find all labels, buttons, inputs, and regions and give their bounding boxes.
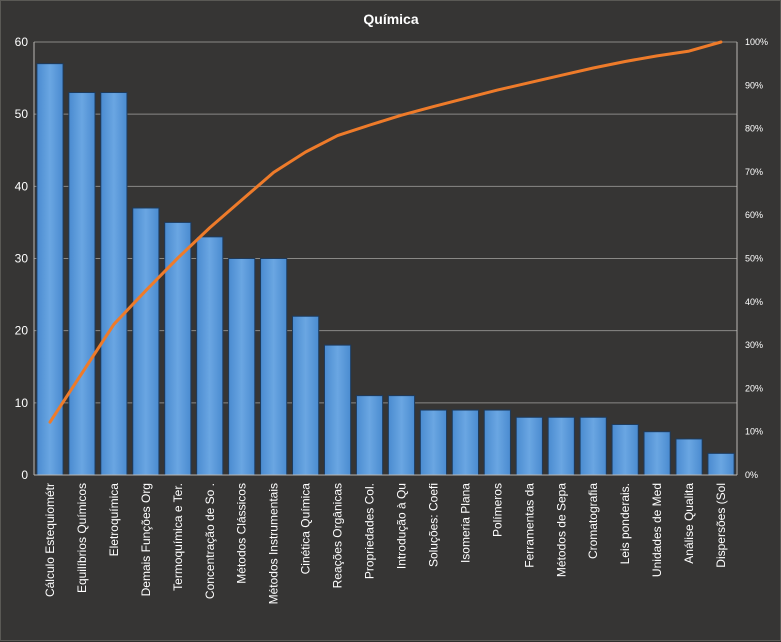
bar <box>228 258 256 476</box>
bar <box>196 236 224 476</box>
right-tick-label: 60% <box>745 210 763 220</box>
bar <box>579 416 607 476</box>
right-tick-label: 90% <box>745 80 763 90</box>
category-label: Ferramentas da <box>522 483 536 568</box>
left-tick-label: 0 <box>21 468 28 482</box>
bar <box>707 452 735 476</box>
cumulative-line-series <box>48 40 723 424</box>
bar <box>132 207 160 476</box>
category-label: Termoquímica e Ter. <box>171 483 185 591</box>
category-label: Soluções: Coefi <box>426 483 440 567</box>
category-label: Cinética Química <box>299 483 313 575</box>
right-tick-label: 30% <box>745 340 763 350</box>
category-label: Cálculo Estequiométr <box>43 483 57 597</box>
category-label: Dispersões (Sol <box>714 483 728 568</box>
bar <box>611 423 639 476</box>
right-tick-label: 40% <box>745 297 763 307</box>
bar <box>36 63 64 476</box>
right-tick-label: 20% <box>745 383 763 393</box>
left-tick-label: 60 <box>15 35 29 49</box>
left-tick-label: 10 <box>15 396 29 410</box>
bar <box>100 92 128 476</box>
right-tick-label: 0% <box>745 470 758 480</box>
category-axis-labels: Cálculo Estequiométr Equilíbrios Químicos… <box>43 483 728 605</box>
category-label: Cromatografia <box>586 483 600 559</box>
left-tick-label: 50 <box>15 107 29 121</box>
bar <box>419 409 448 476</box>
category-label: Demais Funções Org <box>139 483 153 596</box>
category-label: Propriedades Col. <box>363 483 377 579</box>
category-label: Concentração de So . <box>203 483 217 599</box>
right-tick-label: 100% <box>745 37 768 47</box>
left-tick-label: 30 <box>15 252 29 266</box>
category-label: Isomeria Plana <box>458 483 472 563</box>
axes <box>33 42 738 476</box>
bar <box>483 409 511 476</box>
category-label: Análise Qualita <box>682 483 696 564</box>
bar-series <box>36 63 735 476</box>
category-label: Equilíbrios Químicos <box>75 483 89 593</box>
bar <box>387 395 416 476</box>
bar <box>292 315 320 476</box>
category-label: Métodos Instrumentais <box>267 483 281 604</box>
category-label: Unidades de Med <box>650 483 664 577</box>
cumulative-line <box>48 40 723 424</box>
bar <box>355 395 384 476</box>
right-axis-ticks: 0% 10% 20% 30% 40% 50% 60% 70% 80% 90% 100% <box>745 37 768 480</box>
left-tick-label: 20 <box>15 324 29 338</box>
bar <box>323 344 352 476</box>
chart-title: Química <box>363 11 418 27</box>
left-axis-ticks: 0 10 20 30 40 50 60 <box>15 35 29 482</box>
bar <box>451 409 479 476</box>
right-tick-label: 80% <box>745 124 763 134</box>
category-label: Métodos Clássicos <box>235 483 249 584</box>
bar <box>547 416 575 476</box>
bar <box>643 431 671 476</box>
category-label: Reações Orgânicas <box>331 483 345 588</box>
category-label: Polímeros <box>490 483 504 537</box>
category-label: Introdução à Qu <box>394 483 408 569</box>
bar <box>164 221 192 476</box>
category-label: Eletroquímica <box>107 483 121 557</box>
right-tick-label: 70% <box>745 167 763 177</box>
bar <box>260 258 288 476</box>
left-tick-label: 40 <box>15 179 29 193</box>
category-label: Leis ponderais. <box>618 483 632 564</box>
category-label: Métodos de Sepa <box>554 483 568 577</box>
bar <box>675 438 703 476</box>
bar <box>515 416 543 476</box>
bar <box>68 92 96 476</box>
right-tick-label: 10% <box>745 427 763 437</box>
right-tick-label: 50% <box>745 254 763 264</box>
